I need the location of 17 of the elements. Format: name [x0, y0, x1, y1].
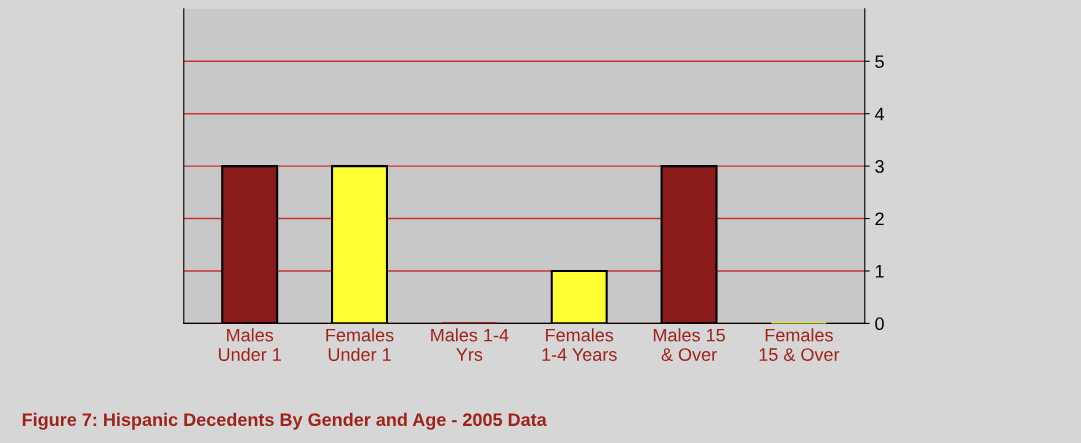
x-tick-label: Females 15 & Over: [759, 328, 840, 361]
y-tick-label: 0: [875, 317, 884, 331]
bar: [660, 165, 718, 324]
x-tick-label: Males 15 & Over: [653, 328, 725, 361]
y-tick-label: 3: [875, 160, 884, 173]
bar: [331, 165, 389, 324]
bar: [221, 165, 279, 324]
x-tick-label: Males 1-4 Yrs: [431, 328, 509, 361]
text: Figure 7: Hispanic Decedents By Gender and Age - 2005 Data: [22, 412, 547, 430]
y-tick-label: 2: [875, 212, 884, 226]
x-tick-label: Females 1-4 Years: [542, 328, 617, 361]
bar: [550, 269, 608, 324]
x-tick-label: Females Under 1: [326, 328, 394, 361]
y-tick-label: 5: [875, 55, 884, 68]
x-tick-label: Males Under 1: [218, 328, 281, 361]
y-tick-label: 4: [874, 107, 885, 121]
y-tick-label: 1: [875, 265, 884, 278]
